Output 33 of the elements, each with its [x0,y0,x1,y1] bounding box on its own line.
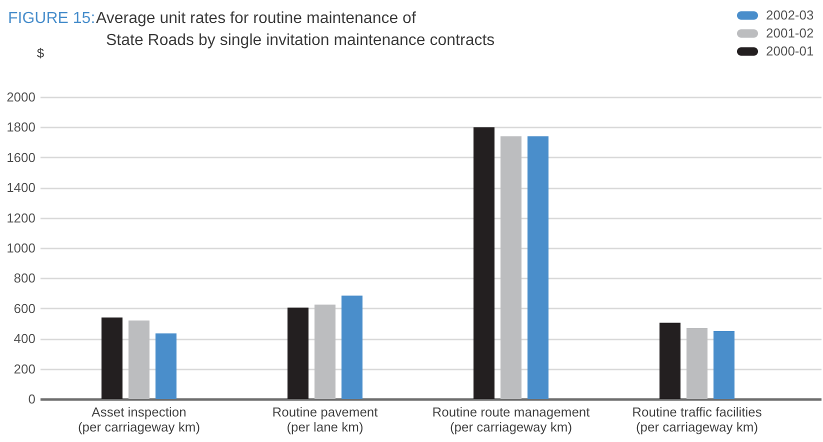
bar [500,136,522,399]
x-tick-label: Asset inspection (per carriageway km) [78,404,200,434]
bar [686,328,708,399]
x-tick-label: Routine traffic facilities (per carriageway km) [632,404,762,434]
y-tick-label: 1400 [6,180,36,196]
y-tick-label: 1200 [6,210,36,226]
legend-label: 2001-02 [766,26,814,40]
legend-label: 2000-01 [766,44,814,58]
chart-title: FIGURE 15: [8,10,96,27]
bar [288,308,309,399]
y-tick-label: 1000 [6,240,36,256]
y-tick-label: 0 [28,392,36,406]
bar [314,304,336,399]
y-axis-title: $ [36,46,45,60]
bar [102,317,123,399]
y-tick-label: 2000 [6,90,36,104]
bar [527,136,548,399]
y-tick-label: 200 [14,361,36,376]
y-tick-label: 1600 [6,150,36,165]
bar [128,320,150,399]
y-tick-label: 400 [14,331,36,346]
chart-subtitle: Average unit rates for routine maintenance of State Roads by single invitation maintenance contracts [96,10,495,49]
bar [474,127,495,399]
x-tick-label: Routine route management (per carriageway km) [432,404,590,434]
bar [660,322,681,399]
y-tick-label: 800 [14,270,36,286]
legend-label: 2002-03 [766,8,814,22]
bar [713,331,734,399]
y-tick-label: 1800 [6,120,36,135]
y-tick-label: 600 [14,300,36,316]
x-tick-label: Routine pavement (per lane km) [272,404,378,434]
bar [155,333,176,399]
bar [341,296,362,399]
